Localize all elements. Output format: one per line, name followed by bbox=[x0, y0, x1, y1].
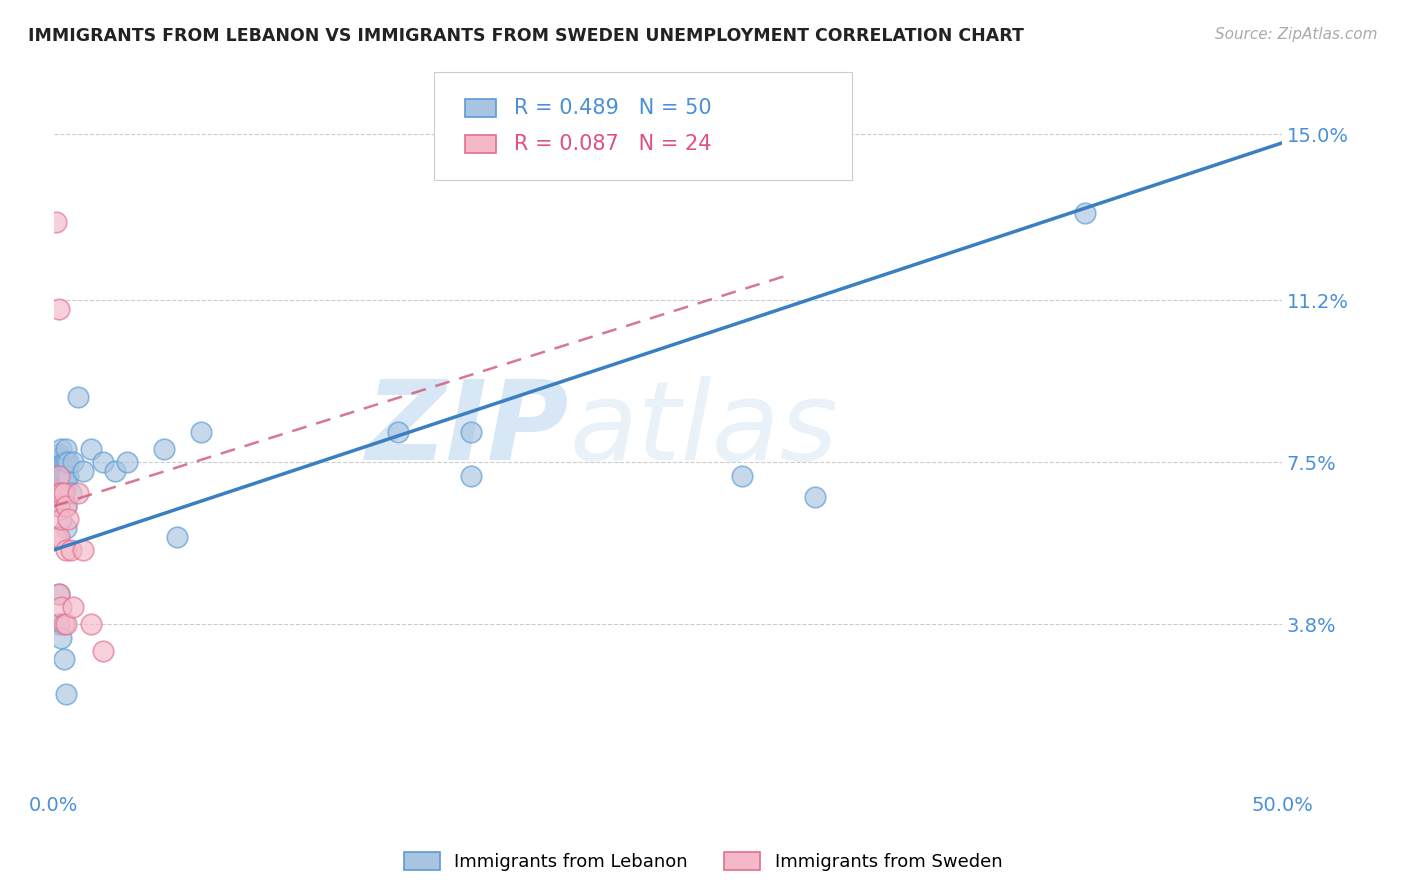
Point bbox=[48, 499, 70, 513]
Text: atlas: atlas bbox=[569, 376, 838, 483]
Point bbox=[49, 599, 72, 614]
Text: R = 0.489   N = 50: R = 0.489 N = 50 bbox=[515, 98, 711, 119]
Text: IMMIGRANTS FROM LEBANON VS IMMIGRANTS FROM SWEDEN UNEMPLOYMENT CORRELATION CHART: IMMIGRANTS FROM LEBANON VS IMMIGRANTS FR… bbox=[28, 27, 1024, 45]
Point bbox=[48, 447, 70, 461]
Point bbox=[48, 468, 70, 483]
Point bbox=[48, 455, 70, 469]
Point bbox=[45, 530, 67, 544]
Point bbox=[166, 530, 188, 544]
Point bbox=[48, 486, 70, 500]
Point bbox=[49, 455, 72, 469]
Point bbox=[55, 499, 77, 513]
Point bbox=[55, 617, 77, 632]
Point bbox=[52, 652, 75, 666]
Point bbox=[49, 468, 72, 483]
Point bbox=[52, 455, 75, 469]
Text: Source: ZipAtlas.com: Source: ZipAtlas.com bbox=[1215, 27, 1378, 42]
Point bbox=[58, 468, 80, 483]
Point bbox=[48, 486, 70, 500]
Point bbox=[72, 464, 94, 478]
Point bbox=[48, 617, 70, 632]
Point bbox=[52, 617, 75, 632]
Point bbox=[48, 499, 70, 513]
Point bbox=[49, 459, 72, 474]
Point bbox=[55, 455, 77, 469]
Point bbox=[49, 631, 72, 645]
Point bbox=[48, 587, 70, 601]
Point bbox=[52, 486, 75, 500]
Point bbox=[49, 442, 72, 457]
Point bbox=[460, 425, 482, 439]
Point bbox=[104, 464, 127, 478]
Point bbox=[55, 499, 77, 513]
Point bbox=[79, 617, 101, 632]
Point bbox=[49, 451, 72, 466]
Point bbox=[58, 455, 80, 469]
Point bbox=[52, 468, 75, 483]
Point bbox=[59, 543, 82, 558]
FancyBboxPatch shape bbox=[465, 136, 496, 153]
Point bbox=[55, 687, 77, 701]
Text: R = 0.087   N = 24: R = 0.087 N = 24 bbox=[515, 135, 711, 154]
Point bbox=[62, 599, 84, 614]
Point bbox=[48, 477, 70, 491]
FancyBboxPatch shape bbox=[465, 99, 496, 117]
Point bbox=[48, 587, 70, 601]
Point bbox=[52, 486, 75, 500]
Point bbox=[48, 468, 70, 483]
Point bbox=[117, 455, 139, 469]
Point bbox=[67, 486, 90, 500]
Text: ZIP: ZIP bbox=[366, 376, 569, 483]
Point bbox=[48, 451, 70, 466]
Point bbox=[55, 521, 77, 535]
Point bbox=[48, 530, 70, 544]
Point bbox=[45, 486, 67, 500]
Point bbox=[55, 477, 77, 491]
Point bbox=[1074, 206, 1097, 220]
Point bbox=[59, 486, 82, 500]
Point bbox=[91, 455, 114, 469]
Point bbox=[49, 464, 72, 478]
Point bbox=[45, 215, 67, 229]
Point bbox=[49, 486, 72, 500]
Point bbox=[48, 468, 70, 483]
Point bbox=[58, 512, 80, 526]
Point bbox=[804, 491, 827, 505]
Point bbox=[55, 468, 77, 483]
Point bbox=[190, 425, 212, 439]
Point bbox=[48, 302, 70, 317]
Point bbox=[55, 543, 77, 558]
Point bbox=[62, 455, 84, 469]
Legend: Immigrants from Lebanon, Immigrants from Sweden: Immigrants from Lebanon, Immigrants from… bbox=[396, 845, 1010, 879]
Point bbox=[55, 442, 77, 457]
Point bbox=[49, 477, 72, 491]
Point bbox=[91, 643, 114, 657]
Point bbox=[49, 512, 72, 526]
Point bbox=[79, 442, 101, 457]
Point bbox=[153, 442, 176, 457]
Point bbox=[49, 464, 72, 478]
Point bbox=[72, 543, 94, 558]
Point bbox=[48, 455, 70, 469]
Point bbox=[460, 468, 482, 483]
Point bbox=[67, 390, 90, 404]
Point bbox=[387, 425, 409, 439]
Point bbox=[730, 468, 752, 483]
FancyBboxPatch shape bbox=[434, 72, 852, 180]
